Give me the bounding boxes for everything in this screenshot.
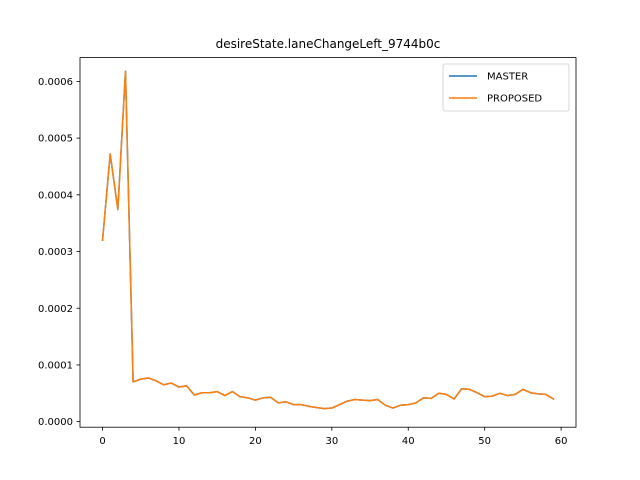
y-axis: 0.0000 0.0001 0.0002 0.0003 0.0004 0.0005 0.00… (38, 77, 80, 428)
x-tick-label: 60 (555, 436, 568, 447)
x-tick-label: 20 (249, 436, 262, 447)
y-tick-label: 0.0006 (38, 77, 73, 88)
y-tick-label: 0.0000 (38, 417, 73, 428)
y-tick-label: 0.0005 (38, 134, 73, 145)
series-line-master (101, 70, 555, 410)
x-tick-label: 0 (99, 436, 105, 447)
x-tick-label: 50 (478, 436, 491, 447)
y-tick-label: 0.0002 (38, 304, 73, 315)
y-tick-label: 0.0003 (38, 247, 73, 258)
y-tick-label: 0.0001 (38, 361, 73, 372)
x-tick-label: 30 (325, 436, 338, 447)
plot-frame (79, 57, 577, 428)
x-tick-label: 10 (173, 436, 186, 447)
chart-title: desireState.laneChangeLeft_9744b0c (216, 37, 441, 51)
x-tick-label: 40 (402, 436, 415, 447)
y-tick-label: 0.0004 (38, 190, 73, 201)
legend-label-proposed: PROPOSED (487, 94, 542, 105)
legend-label-master: MASTER (487, 72, 528, 83)
x-axis: 0 10 20 30 40 50 60 (99, 427, 567, 447)
series-line-proposed (101, 70, 555, 410)
legend: MASTER PROPOSED (442, 63, 570, 112)
series-layer (101, 70, 555, 410)
